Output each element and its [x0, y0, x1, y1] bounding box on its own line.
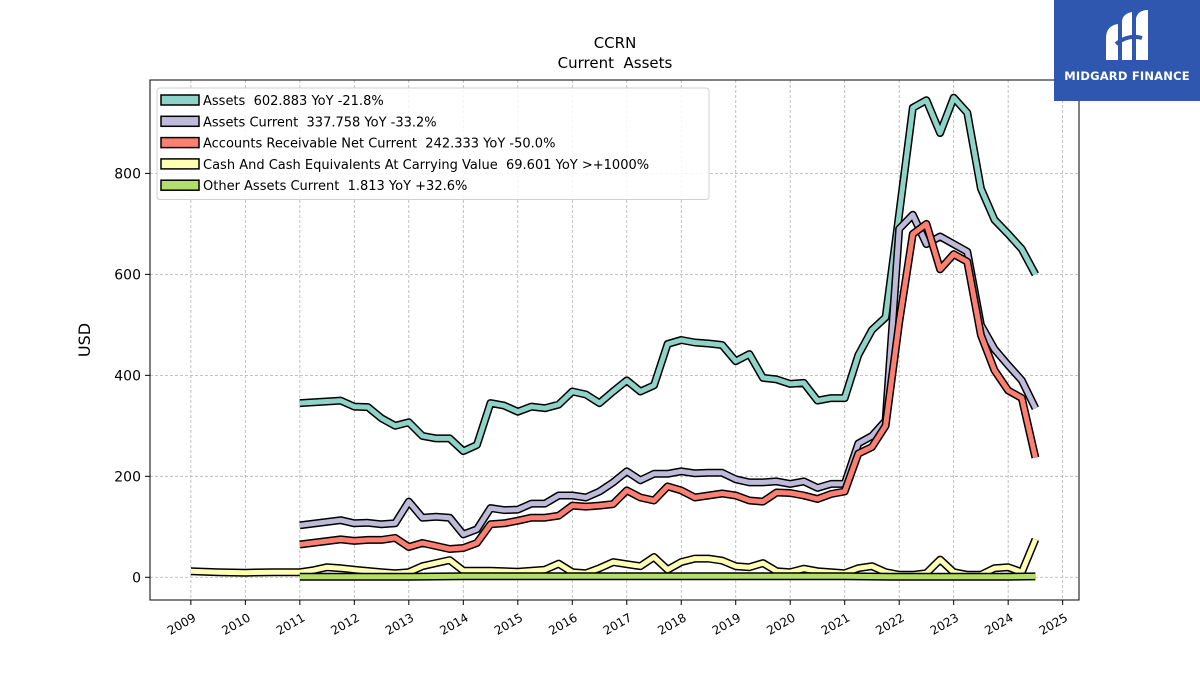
- series-line: [299, 95, 1038, 454]
- x-tick-label: 2021: [819, 610, 852, 637]
- y-axis-label: USD: [75, 323, 94, 357]
- legend-label: Assets 602.883 YoY -21.8%: [203, 94, 384, 109]
- brand-logo-icon: [1106, 10, 1148, 60]
- legend-label: Cash And Cash Equivalents At Carrying Va…: [203, 158, 649, 173]
- x-tick-label: 2015: [492, 610, 525, 637]
- chart-subtitle: Current Assets: [558, 54, 673, 72]
- x-tick-label: 2025: [1037, 610, 1070, 637]
- x-tick-label: 2010: [219, 610, 252, 637]
- y-tick-label: 600: [114, 267, 141, 283]
- legend-swatch: [160, 158, 200, 170]
- legend-swatch: [160, 136, 200, 149]
- series-line: [299, 221, 1038, 552]
- y-tick-label: 0: [132, 570, 141, 586]
- x-tick-label: 2018: [655, 610, 688, 637]
- x-tick-label: 2011: [274, 610, 307, 637]
- x-tick-label: 2009: [165, 610, 198, 637]
- legend: Assets 602.883 YoY -21.8% Assets Current …: [156, 87, 710, 200]
- legend-label: Other Assets Current 1.813 YoY +32.6%: [203, 179, 467, 194]
- x-tick-label: 2013: [383, 610, 416, 637]
- chart-title: CCRN: [594, 34, 637, 52]
- series-layer: [190, 93, 1040, 581]
- series-line: [299, 212, 1038, 537]
- y-tick-label: 800: [114, 166, 141, 182]
- x-tick-label: 2016: [546, 610, 579, 637]
- x-tick-label: 2024: [982, 610, 1015, 637]
- legend-swatch: [160, 179, 200, 191]
- x-tick-label: 2019: [710, 610, 743, 637]
- x-tick-label: 2014: [437, 610, 470, 637]
- brand-name: MIDGARD FINANCE: [1064, 69, 1190, 83]
- legend-box: [156, 87, 710, 200]
- legend-swatch: [160, 115, 200, 128]
- brand-logo: MIDGARD FINANCE: [1054, 0, 1200, 101]
- legend-swatch: [160, 94, 200, 106]
- y-tick-label: 400: [114, 368, 141, 384]
- series-line: [299, 573, 1036, 580]
- x-tick-label: 2020: [764, 610, 797, 637]
- legend-label: Assets Current 337.758 YoY -33.2%: [203, 115, 437, 130]
- legend-label: Accounts Receivable Net Current 242.333 …: [203, 137, 555, 152]
- x-tick-label: 2023: [928, 610, 961, 637]
- x-tick-label: 2012: [328, 610, 361, 637]
- x-tick-label: 2022: [873, 610, 906, 637]
- y-tick-label: 200: [114, 469, 141, 485]
- plot-frame: [149, 79, 1080, 601]
- x-tick-label: 2017: [601, 610, 634, 637]
